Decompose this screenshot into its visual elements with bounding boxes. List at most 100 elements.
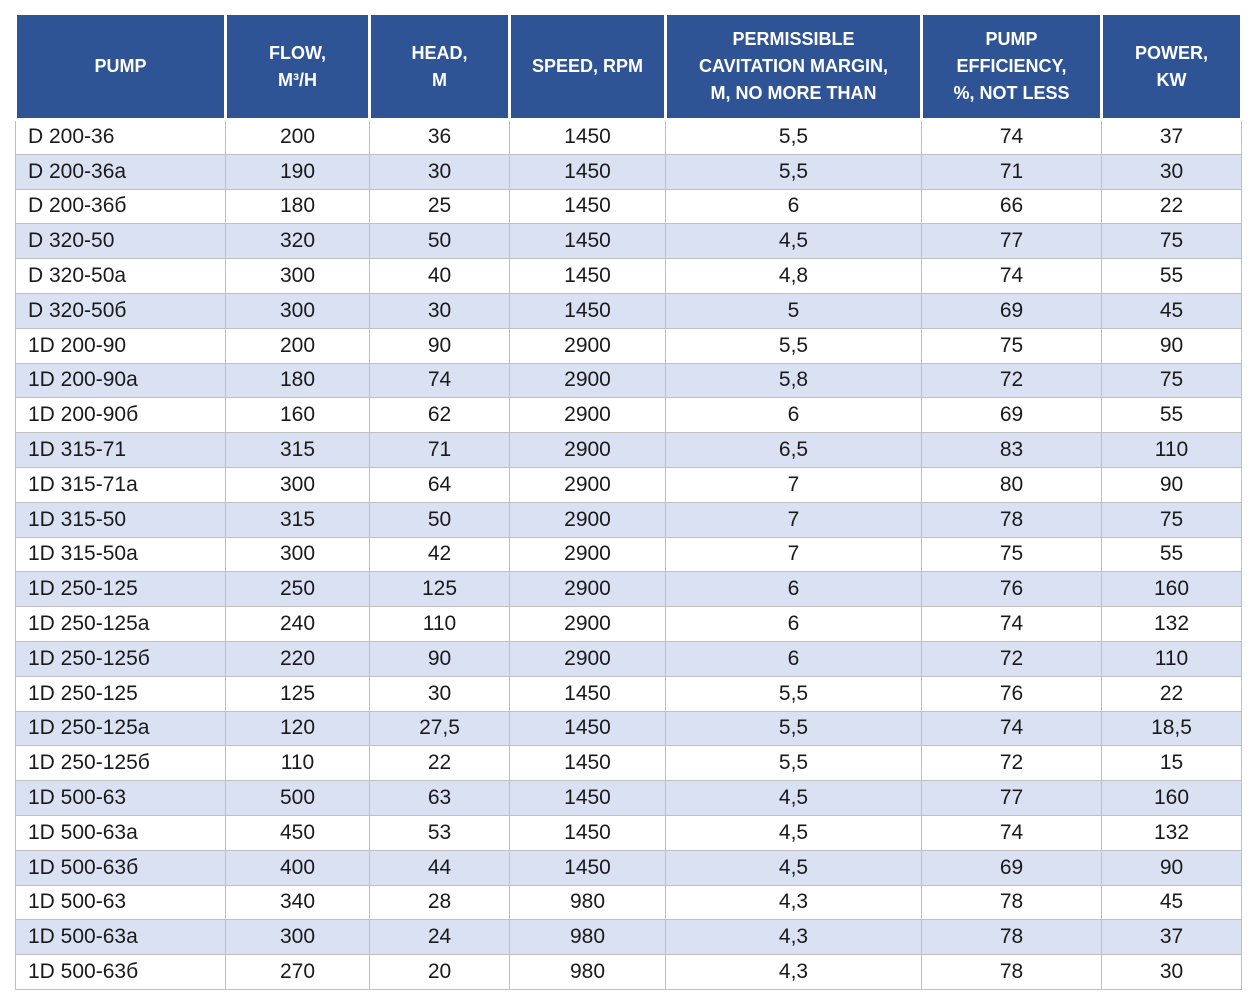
cell-head: 30 [369, 675, 510, 712]
cell-efficiency: 74 [921, 710, 1102, 747]
cell-efficiency: 75 [921, 327, 1102, 364]
cell-head: 90 [369, 640, 510, 677]
pump-specs-table: PUMP FLOW, M³/H HEAD, M SPEED, RPM PERMI… [14, 12, 1243, 990]
cell-speed: 1450 [509, 153, 666, 190]
cell-head: 63 [369, 780, 510, 816]
cell-pump: D 320-50б [15, 292, 226, 329]
cell-pump: 1D 500-63 [15, 780, 226, 816]
column-header-pump: PUMP [14, 12, 227, 121]
table-row: 1D 200-90 200 90 2900 5,5 75 90 [15, 327, 1242, 364]
cell-efficiency: 71 [921, 153, 1102, 190]
cell-flow: 180 [225, 188, 370, 225]
cell-power: 55 [1101, 536, 1242, 573]
table-row: 1D 200-90б 160 62 2900 6 69 55 [15, 397, 1242, 434]
cell-pump: 1D 500-63б [15, 954, 226, 990]
cell-flow: 320 [225, 223, 370, 260]
cell-cavitation-margin: 4,5 [665, 849, 922, 886]
cell-cavitation-margin: 5,5 [665, 119, 922, 155]
cell-cavitation-margin: 4,3 [665, 919, 922, 956]
column-header-cavitation-margin: PERMISSIBLE CAVITATION MARGIN, M, NO MOR… [664, 12, 923, 121]
cell-pump: 1D 250-125 [15, 571, 226, 608]
cell-head: 25 [369, 188, 510, 225]
cell-speed: 1450 [509, 780, 666, 816]
cell-head: 36 [369, 119, 510, 155]
cell-speed: 1450 [509, 188, 666, 225]
cell-efficiency: 77 [921, 223, 1102, 260]
cell-flow: 250 [225, 571, 370, 608]
cell-flow: 125 [225, 675, 370, 712]
cell-cavitation-margin: 5,5 [665, 745, 922, 782]
cell-cavitation-margin: 6 [665, 606, 922, 642]
table-row: 1D 250-125б 220 90 2900 6 72 110 [15, 640, 1242, 677]
cell-power: 90 [1101, 466, 1242, 503]
table-row: 1D 315-50a 300 42 2900 7 75 55 [15, 536, 1242, 573]
table-body: D 200-36 200 36 1450 5,5 74 37 D 200-36a 190 30 14… [15, 119, 1242, 990]
cell-flow: 300 [225, 536, 370, 573]
cell-speed: 1450 [509, 292, 666, 329]
cell-pump: 1D 250-125б [15, 745, 226, 782]
cell-pump: 1D 500-63a [15, 814, 226, 851]
cell-head: 22 [369, 745, 510, 782]
column-header-efficiency: PUMP EFFICIENCY, %, NOT LESS [920, 12, 1103, 121]
cell-pump: 1D 250-125a [15, 606, 226, 642]
cell-efficiency: 78 [921, 919, 1102, 956]
cell-flow: 200 [225, 327, 370, 364]
cell-pump: 1D 250-125б [15, 640, 226, 677]
cell-pump: D 200-36a [15, 153, 226, 190]
cell-cavitation-margin: 7 [665, 536, 922, 573]
cell-efficiency: 83 [921, 432, 1102, 468]
table-row: 1D 500-63 340 28 980 4,3 78 45 [15, 884, 1242, 921]
table-row: D 200-36б 180 25 1450 6 66 22 [15, 188, 1242, 225]
cell-flow: 450 [225, 814, 370, 851]
cell-power: 132 [1101, 814, 1242, 851]
cell-power: 45 [1101, 884, 1242, 921]
cell-cavitation-margin: 7 [665, 466, 922, 503]
cell-speed: 1450 [509, 814, 666, 851]
table-row: D 200-36 200 36 1450 5,5 74 37 [15, 119, 1242, 155]
cell-efficiency: 75 [921, 536, 1102, 573]
cell-head: 62 [369, 397, 510, 434]
cell-flow: 180 [225, 362, 370, 399]
cell-pump: 1D 500-63a [15, 919, 226, 956]
cell-cavitation-margin: 6 [665, 188, 922, 225]
cell-efficiency: 77 [921, 780, 1102, 816]
cell-flow: 220 [225, 640, 370, 677]
cell-power: 30 [1101, 153, 1242, 190]
table-row: 1D 250-125a 240 110 2900 6 74 132 [15, 606, 1242, 642]
column-header-speed: SPEED, RPM [508, 12, 667, 121]
cell-pump: 1D 200-90a [15, 362, 226, 399]
table-row: 1D 250-125 125 30 1450 5,5 76 22 [15, 675, 1242, 712]
cell-pump: D 200-36б [15, 188, 226, 225]
cell-efficiency: 72 [921, 362, 1102, 399]
cell-power: 75 [1101, 223, 1242, 260]
cell-efficiency: 74 [921, 606, 1102, 642]
cell-pump: D 200-36 [15, 119, 226, 155]
cell-speed: 2900 [509, 571, 666, 608]
cell-power: 18,5 [1101, 710, 1242, 747]
cell-flow: 200 [225, 119, 370, 155]
cell-pump: 1D 200-90 [15, 327, 226, 364]
cell-power: 110 [1101, 432, 1242, 468]
cell-speed: 1450 [509, 119, 666, 155]
cell-cavitation-margin: 4,8 [665, 258, 922, 294]
cell-efficiency: 74 [921, 258, 1102, 294]
cell-efficiency: 76 [921, 571, 1102, 608]
table-row: D 200-36a 190 30 1450 5,5 71 30 [15, 153, 1242, 190]
cell-speed: 980 [509, 954, 666, 990]
cell-cavitation-margin: 4,3 [665, 884, 922, 921]
table-row: 1D 200-90a 180 74 2900 5,8 72 75 [15, 362, 1242, 399]
cell-pump: 1D 200-90б [15, 397, 226, 434]
cell-speed: 1450 [509, 710, 666, 747]
cell-head: 24 [369, 919, 510, 956]
table-row: 1D 500-63a 300 24 980 4,3 78 37 [15, 919, 1242, 956]
cell-cavitation-margin: 4,5 [665, 814, 922, 851]
cell-power: 110 [1101, 640, 1242, 677]
cell-cavitation-margin: 5,5 [665, 153, 922, 190]
cell-speed: 1450 [509, 675, 666, 712]
cell-pump: 1D 315-50 [15, 501, 226, 538]
cell-power: 55 [1101, 258, 1242, 294]
cell-efficiency: 78 [921, 884, 1102, 921]
cell-power: 37 [1101, 119, 1242, 155]
cell-head: 30 [369, 153, 510, 190]
